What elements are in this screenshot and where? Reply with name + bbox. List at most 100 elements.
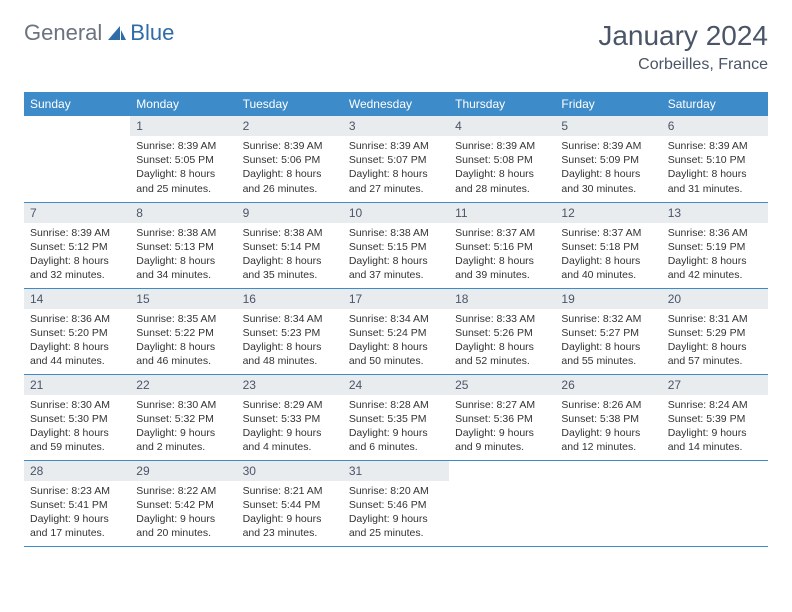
day-info: Sunrise: 8:39 AMSunset: 5:06 PMDaylight:… xyxy=(237,136,343,200)
sunrise-text: Sunrise: 8:24 AM xyxy=(668,398,762,412)
calendar-week-row: 21Sunrise: 8:30 AMSunset: 5:30 PMDayligh… xyxy=(24,374,768,460)
sunrise-text: Sunrise: 8:30 AM xyxy=(30,398,124,412)
sunrise-text: Sunrise: 8:38 AM xyxy=(136,226,230,240)
sunset-text: Sunset: 5:20 PM xyxy=(30,326,124,340)
day-number: 19 xyxy=(555,289,661,309)
daylight-text: Daylight: 8 hours and 35 minutes. xyxy=(243,254,337,282)
calendar-table: Sunday Monday Tuesday Wednesday Thursday… xyxy=(24,92,768,547)
day-number: 12 xyxy=(555,203,661,223)
day-number: 3 xyxy=(343,116,449,136)
location-label: Corbeilles, France xyxy=(598,56,768,74)
day-info: Sunrise: 8:38 AMSunset: 5:13 PMDaylight:… xyxy=(130,223,236,287)
sunrise-text: Sunrise: 8:26 AM xyxy=(561,398,655,412)
daylight-text: Daylight: 9 hours and 17 minutes. xyxy=(30,512,124,540)
sunrise-text: Sunrise: 8:38 AM xyxy=(243,226,337,240)
sunrise-text: Sunrise: 8:30 AM xyxy=(136,398,230,412)
sunset-text: Sunset: 5:32 PM xyxy=(136,412,230,426)
sunrise-text: Sunrise: 8:37 AM xyxy=(561,226,655,240)
daylight-text: Daylight: 8 hours and 27 minutes. xyxy=(349,167,443,195)
day-number: 14 xyxy=(24,289,130,309)
day-info: Sunrise: 8:37 AMSunset: 5:18 PMDaylight:… xyxy=(555,223,661,287)
day-number xyxy=(662,461,768,481)
day-number: 20 xyxy=(662,289,768,309)
day-info: Sunrise: 8:26 AMSunset: 5:38 PMDaylight:… xyxy=(555,395,661,459)
calendar-day-cell: 11Sunrise: 8:37 AMSunset: 5:16 PMDayligh… xyxy=(449,202,555,288)
daylight-text: Daylight: 8 hours and 34 minutes. xyxy=(136,254,230,282)
day-info: Sunrise: 8:36 AMSunset: 5:20 PMDaylight:… xyxy=(24,309,130,373)
sunset-text: Sunset: 5:18 PM xyxy=(561,240,655,254)
day-info: Sunrise: 8:27 AMSunset: 5:36 PMDaylight:… xyxy=(449,395,555,459)
calendar-day-cell: 6Sunrise: 8:39 AMSunset: 5:10 PMDaylight… xyxy=(662,116,768,202)
calendar-week-row: 14Sunrise: 8:36 AMSunset: 5:20 PMDayligh… xyxy=(24,288,768,374)
weekday-header: Friday xyxy=(555,92,661,116)
daylight-text: Daylight: 8 hours and 48 minutes. xyxy=(243,340,337,368)
day-info: Sunrise: 8:20 AMSunset: 5:46 PMDaylight:… xyxy=(343,481,449,545)
day-number: 2 xyxy=(237,116,343,136)
day-info: Sunrise: 8:39 AMSunset: 5:10 PMDaylight:… xyxy=(662,136,768,200)
calendar-day-cell: 25Sunrise: 8:27 AMSunset: 5:36 PMDayligh… xyxy=(449,374,555,460)
day-info: Sunrise: 8:33 AMSunset: 5:26 PMDaylight:… xyxy=(449,309,555,373)
day-info: Sunrise: 8:34 AMSunset: 5:23 PMDaylight:… xyxy=(237,309,343,373)
sunrise-text: Sunrise: 8:21 AM xyxy=(243,484,337,498)
sunrise-text: Sunrise: 8:36 AM xyxy=(30,312,124,326)
calendar-day-cell: 4Sunrise: 8:39 AMSunset: 5:08 PMDaylight… xyxy=(449,116,555,202)
day-number: 17 xyxy=(343,289,449,309)
weekday-header: Monday xyxy=(130,92,236,116)
calendar-body: 1Sunrise: 8:39 AMSunset: 5:05 PMDaylight… xyxy=(24,116,768,546)
day-number xyxy=(449,461,555,481)
day-info: Sunrise: 8:32 AMSunset: 5:27 PMDaylight:… xyxy=(555,309,661,373)
sunset-text: Sunset: 5:08 PM xyxy=(455,153,549,167)
day-number xyxy=(24,116,130,136)
daylight-text: Daylight: 8 hours and 46 minutes. xyxy=(136,340,230,368)
daylight-text: Daylight: 8 hours and 40 minutes. xyxy=(561,254,655,282)
day-number: 26 xyxy=(555,375,661,395)
daylight-text: Daylight: 8 hours and 52 minutes. xyxy=(455,340,549,368)
sunrise-text: Sunrise: 8:33 AM xyxy=(455,312,549,326)
day-number: 22 xyxy=(130,375,236,395)
sunset-text: Sunset: 5:24 PM xyxy=(349,326,443,340)
sunrise-text: Sunrise: 8:39 AM xyxy=(243,139,337,153)
logo-text-blue: Blue xyxy=(130,20,174,46)
calendar-day-cell: 17Sunrise: 8:34 AMSunset: 5:24 PMDayligh… xyxy=(343,288,449,374)
sunrise-text: Sunrise: 8:29 AM xyxy=(243,398,337,412)
day-info: Sunrise: 8:22 AMSunset: 5:42 PMDaylight:… xyxy=(130,481,236,545)
day-info: Sunrise: 8:39 AMSunset: 5:12 PMDaylight:… xyxy=(24,223,130,287)
daylight-text: Daylight: 9 hours and 12 minutes. xyxy=(561,426,655,454)
calendar-week-row: 28Sunrise: 8:23 AMSunset: 5:41 PMDayligh… xyxy=(24,460,768,546)
calendar-day-cell: 12Sunrise: 8:37 AMSunset: 5:18 PMDayligh… xyxy=(555,202,661,288)
calendar-day-cell xyxy=(24,116,130,202)
calendar-day-cell: 14Sunrise: 8:36 AMSunset: 5:20 PMDayligh… xyxy=(24,288,130,374)
sunrise-text: Sunrise: 8:35 AM xyxy=(136,312,230,326)
daylight-text: Daylight: 8 hours and 57 minutes. xyxy=(668,340,762,368)
daylight-text: Daylight: 9 hours and 23 minutes. xyxy=(243,512,337,540)
daylight-text: Daylight: 9 hours and 25 minutes. xyxy=(349,512,443,540)
daylight-text: Daylight: 8 hours and 32 minutes. xyxy=(30,254,124,282)
sunrise-text: Sunrise: 8:39 AM xyxy=(455,139,549,153)
calendar-day-cell: 20Sunrise: 8:31 AMSunset: 5:29 PMDayligh… xyxy=(662,288,768,374)
sunset-text: Sunset: 5:07 PM xyxy=(349,153,443,167)
sunrise-text: Sunrise: 8:39 AM xyxy=(561,139,655,153)
daylight-text: Daylight: 8 hours and 30 minutes. xyxy=(561,167,655,195)
daylight-text: Daylight: 9 hours and 9 minutes. xyxy=(455,426,549,454)
day-info: Sunrise: 8:29 AMSunset: 5:33 PMDaylight:… xyxy=(237,395,343,459)
daylight-text: Daylight: 9 hours and 6 minutes. xyxy=(349,426,443,454)
calendar-day-cell: 13Sunrise: 8:36 AMSunset: 5:19 PMDayligh… xyxy=(662,202,768,288)
sunset-text: Sunset: 5:39 PM xyxy=(668,412,762,426)
sunset-text: Sunset: 5:09 PM xyxy=(561,153,655,167)
sunrise-text: Sunrise: 8:31 AM xyxy=(668,312,762,326)
day-number xyxy=(555,461,661,481)
sunrise-text: Sunrise: 8:34 AM xyxy=(349,312,443,326)
calendar-day-cell: 24Sunrise: 8:28 AMSunset: 5:35 PMDayligh… xyxy=(343,374,449,460)
sunset-text: Sunset: 5:05 PM xyxy=(136,153,230,167)
daylight-text: Daylight: 8 hours and 26 minutes. xyxy=(243,167,337,195)
day-number: 5 xyxy=(555,116,661,136)
weekday-header: Sunday xyxy=(24,92,130,116)
daylight-text: Daylight: 8 hours and 37 minutes. xyxy=(349,254,443,282)
calendar-day-cell: 21Sunrise: 8:30 AMSunset: 5:30 PMDayligh… xyxy=(24,374,130,460)
day-info: Sunrise: 8:39 AMSunset: 5:05 PMDaylight:… xyxy=(130,136,236,200)
daylight-text: Daylight: 8 hours and 55 minutes. xyxy=(561,340,655,368)
calendar-day-cell: 15Sunrise: 8:35 AMSunset: 5:22 PMDayligh… xyxy=(130,288,236,374)
calendar-day-cell: 27Sunrise: 8:24 AMSunset: 5:39 PMDayligh… xyxy=(662,374,768,460)
sunrise-text: Sunrise: 8:39 AM xyxy=(30,226,124,240)
day-number: 31 xyxy=(343,461,449,481)
